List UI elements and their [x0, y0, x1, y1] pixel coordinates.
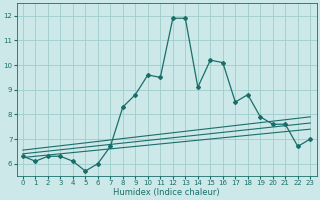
X-axis label: Humidex (Indice chaleur): Humidex (Indice chaleur)	[113, 188, 220, 197]
